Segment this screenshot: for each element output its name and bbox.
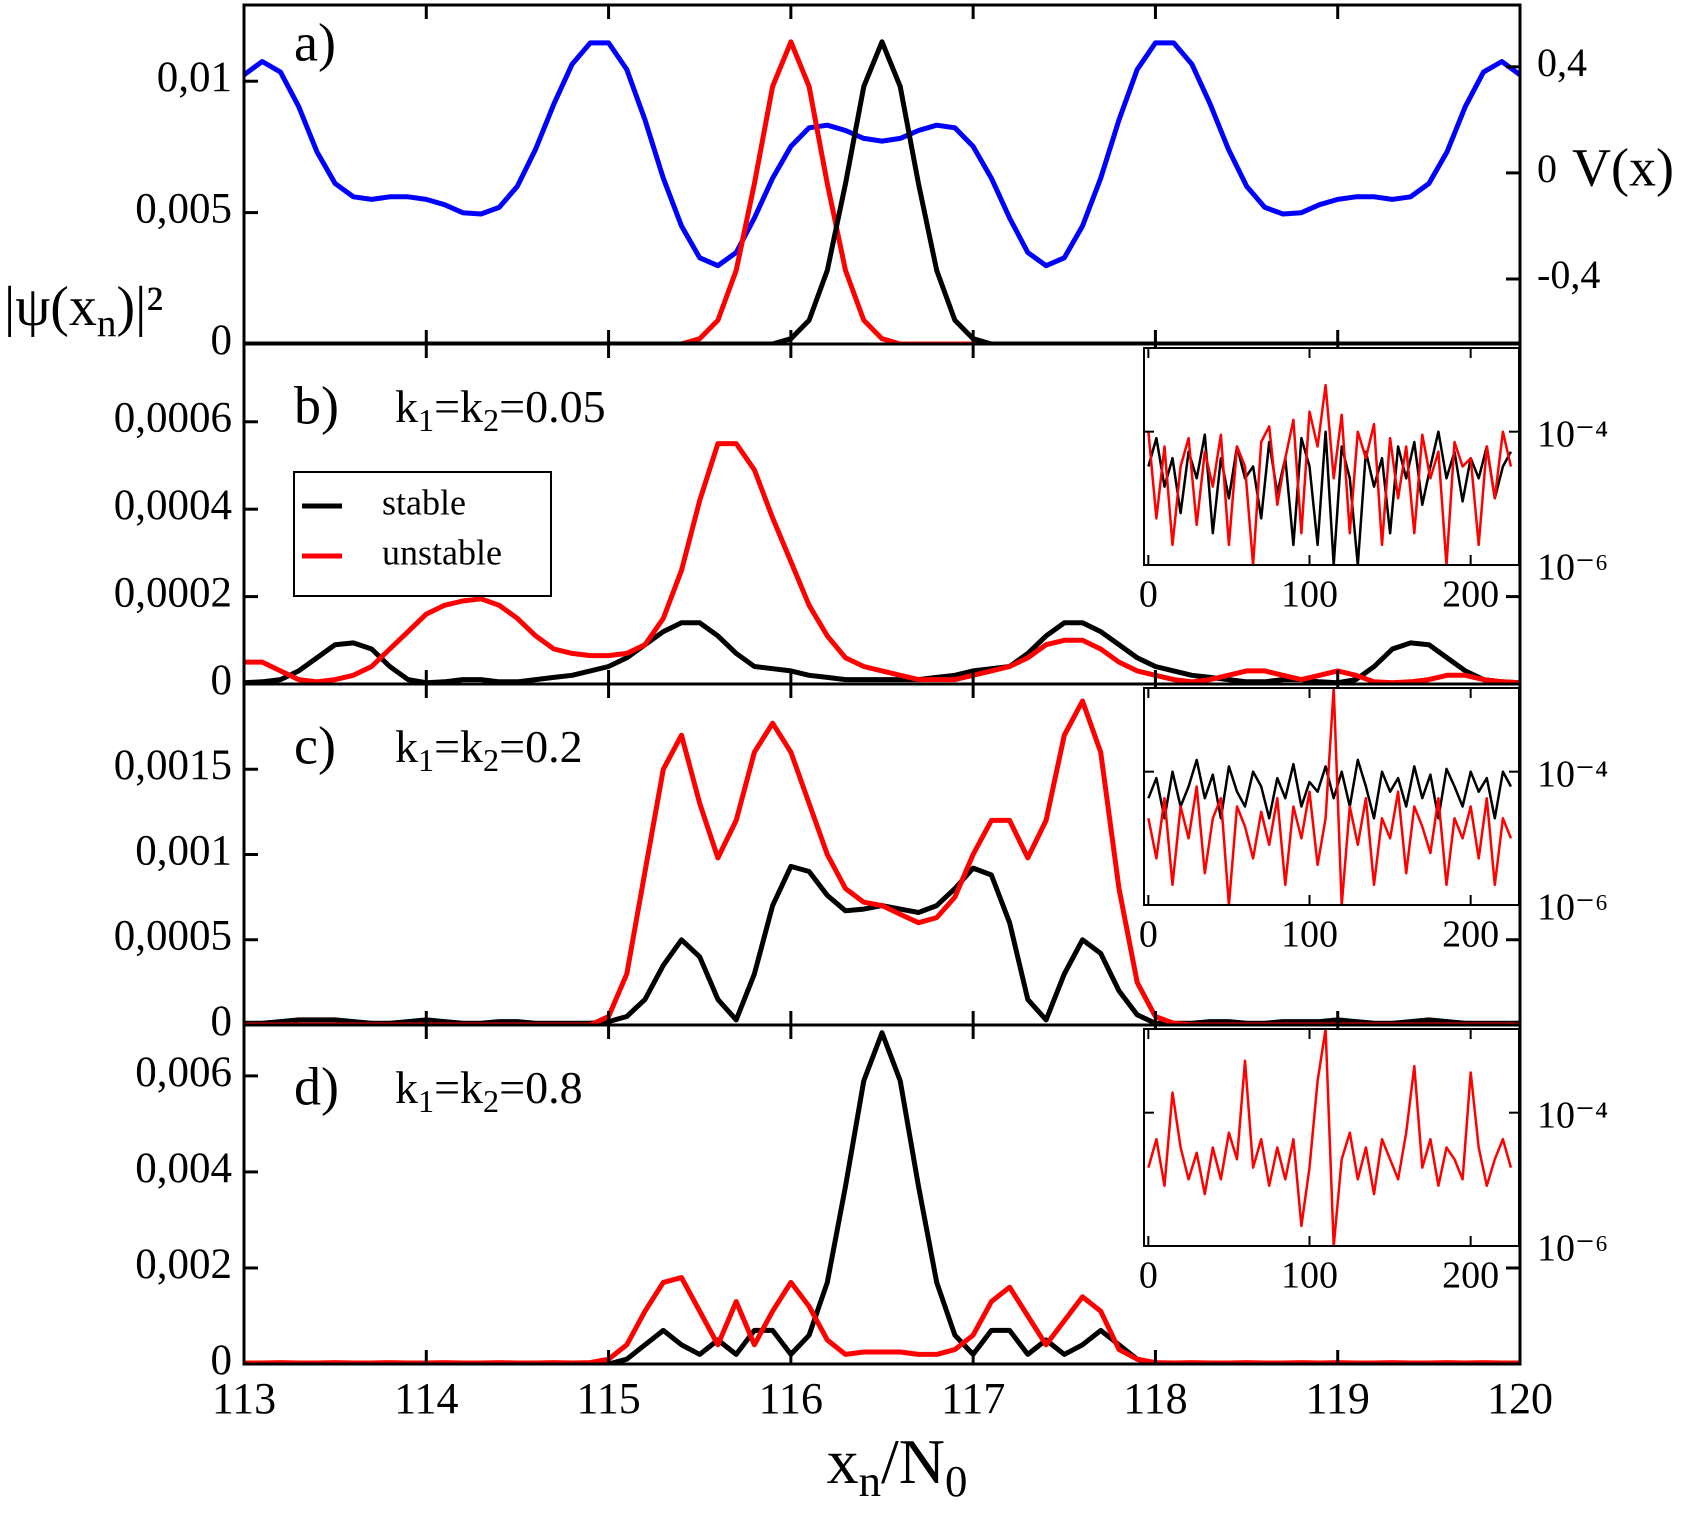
inset-x-tick-label: 0 [1139,1255,1158,1297]
inset-frame [1143,347,1520,566]
y2-tick-label: 0,4 [1537,40,1587,85]
annotation-part: =k [434,381,483,432]
annotation-part: =0.8 [499,1062,582,1113]
y-tick-label: 0 [211,317,233,364]
annotation-part: 2 [483,402,499,438]
y2-tick-label: -0,4 [1537,252,1600,297]
annotation: k1=k2=0.8 [395,1062,583,1120]
series-line [244,441,1520,684]
inset-y-tick-label: 10⁻⁶ [1537,547,1608,589]
plot-frame [242,3,1522,346]
y-axis-label-part: |ψ(x [4,276,97,338]
y-axis-label-part: n [97,303,117,346]
x-axis-label-part: x [827,1426,859,1497]
inset-x-tick-label: 100 [1281,574,1338,616]
annotation-part: k [395,721,418,772]
annotation-part: 1 [418,402,434,438]
x-tick-label: 119 [1306,1374,1370,1423]
x-tick-label: 113 [212,1374,276,1423]
x-axis-label-part: n [859,1456,881,1506]
inset-x-tick-label: 0 [1139,574,1158,616]
y-tick-label: 0,0015 [114,742,232,789]
annotation-part: 2 [483,742,499,778]
inset-x-tick-label: 100 [1281,1255,1338,1297]
x-tick-label: 118 [1123,1374,1187,1423]
series-line [1147,688,1513,905]
inset-x-tick-label: 0 [1139,914,1158,956]
panel-label: b) [294,375,339,435]
y-tick-label: 0,006 [135,1049,232,1096]
y-tick-label: 0 [211,998,233,1045]
inset-y-tick-label: 10⁻⁶ [1537,1228,1608,1270]
inset-x-tick-label: 100 [1281,914,1338,956]
series-line [244,1030,1520,1364]
y-axis-label: |ψ(xn)|² [4,276,163,346]
panel-label: a) [294,12,336,72]
series-line [244,40,1520,269]
annotation-part: k [395,381,418,432]
y-tick-label: 0,0002 [114,569,232,616]
annotation-part: 1 [418,1083,434,1119]
y-tick-label: 0,004 [135,1145,232,1192]
x-axis-label-part: /N [881,1426,945,1497]
panel-label: c) [294,715,336,775]
y-tick-label: 0 [211,1337,233,1384]
inset-y-tick-label: 10⁻⁶ [1537,887,1608,929]
legend-label: stable [382,482,466,522]
inset-x-tick-label: 200 [1442,574,1499,616]
y-axis-label-part: )|² [117,276,164,338]
series-line [244,39,1520,344]
series-line [244,698,1520,1025]
annotation-part: =0.05 [499,381,605,432]
x-tick-label: 117 [941,1374,1005,1423]
series-line [244,39,1520,344]
annotation-part: k [395,1062,418,1113]
annotation: k1=k2=0.2 [395,721,583,779]
inset-frame [1143,687,1520,906]
panel-label: d) [294,1056,339,1116]
legend-box [293,471,552,597]
y-tick-label: 0,005 [135,185,232,232]
x-tick-label: 116 [759,1374,823,1423]
series-line [1147,430,1512,565]
annotation-part: 2 [483,1083,499,1119]
inset-x-tick-label: 200 [1442,914,1499,956]
y-tick-label: 0 [211,657,233,704]
x-axis-label: xn/N0 [827,1426,968,1507]
y-tick-label: 0,01 [157,54,232,101]
annotation-part: =k [434,1062,483,1113]
y2-tick-label: 0 [1537,146,1557,191]
annotation: k1=k2=0.05 [395,381,606,439]
y2-axis-label: V(x) [1572,137,1674,197]
legend-label: unstable [382,532,502,572]
annotation-part: 1 [418,742,434,778]
y-tick-label: 0,002 [135,1241,232,1288]
x-tick-label: 120 [1487,1374,1553,1423]
y-tick-label: 0,0004 [114,482,232,529]
inset-y-tick-label: 10⁻⁴ [1537,1094,1608,1136]
series-line [1147,758,1512,820]
inset-frame [1143,1028,1520,1247]
y-tick-label: 0,0005 [114,913,232,960]
x-axis-label-part: 0 [945,1456,967,1506]
inset-x-tick-label: 200 [1442,1255,1499,1297]
series-line [1147,383,1513,565]
x-tick-label: 114 [394,1374,458,1423]
inset-y-tick-label: 10⁻⁴ [1537,753,1608,795]
inset-y-tick-label: 10⁻⁴ [1537,413,1608,455]
y-tick-label: 0,001 [135,827,232,874]
annotation-part: =k [434,721,483,772]
y-tick-label: 0,0006 [114,395,232,442]
annotation-part: =0.2 [499,721,582,772]
x-tick-label: 115 [576,1374,640,1423]
series-line [1147,1029,1513,1246]
